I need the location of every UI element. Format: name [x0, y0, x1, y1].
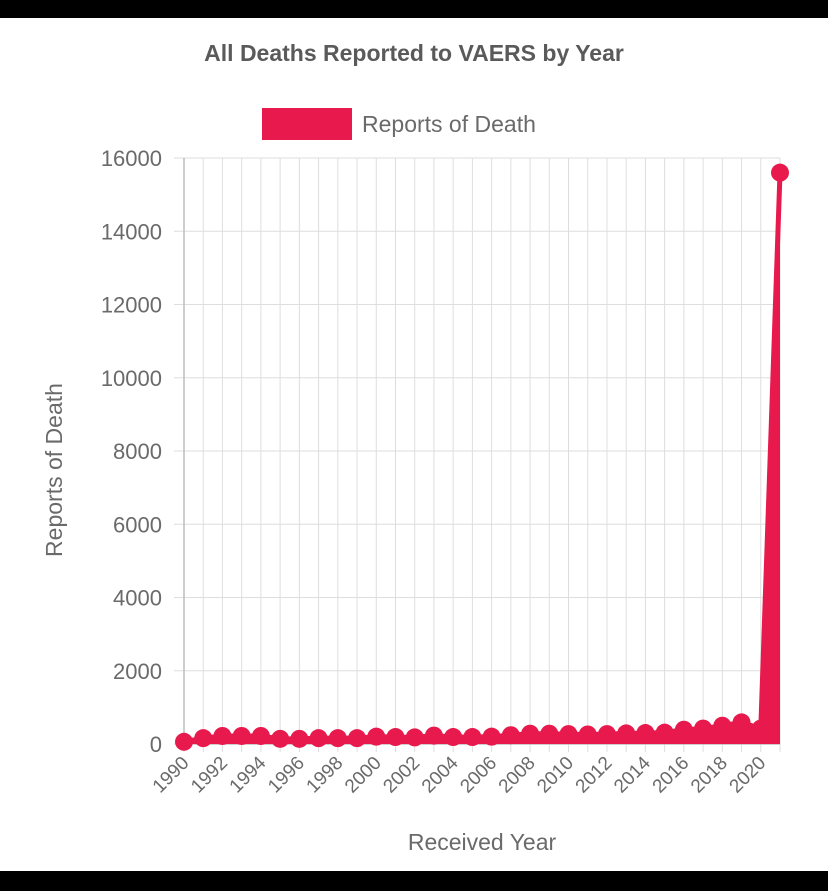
data-point[interactable]: [771, 163, 789, 182]
y-axis-ticks: 0 2000 4000 6000 8000 10000 12000 14000 16000: [101, 146, 162, 757]
x-axis-label: Received Year: [408, 829, 557, 855]
data-point[interactable]: [444, 728, 463, 747]
x-tick-label: 1992: [187, 753, 232, 798]
data-point[interactable]: [271, 729, 290, 748]
series-area: [184, 172, 780, 744]
data-point[interactable]: [328, 729, 347, 748]
data-point[interactable]: [501, 726, 520, 745]
x-tick-label: 1994: [226, 752, 271, 797]
data-point[interactable]: [751, 719, 770, 738]
data-point[interactable]: [175, 732, 193, 751]
y-tick-label: 2000: [113, 659, 162, 684]
y-tick-label: 16000: [101, 146, 162, 171]
x-tick-label: 2002: [379, 753, 424, 798]
data-point[interactable]: [674, 720, 693, 739]
x-tick-label: 1998: [303, 753, 348, 798]
data-point[interactable]: [194, 729, 213, 748]
data-point[interactable]: [617, 724, 636, 743]
x-tick-label: 2014: [610, 752, 655, 797]
x-tick-label: 1990: [149, 753, 194, 798]
data-point[interactable]: [521, 724, 540, 743]
data-point[interactable]: [424, 726, 443, 745]
y-tick-label: 0: [150, 732, 162, 757]
legend-label[interactable]: Reports of Death: [362, 111, 536, 137]
data-point[interactable]: [694, 719, 713, 738]
line-chart: 0 2000 4000 6000 8000 10000 12000 14000 16000 19…: [41, 108, 789, 855]
data-point[interactable]: [732, 713, 751, 732]
y-axis-label: Reports of Death: [41, 383, 67, 557]
series-line: [183, 172, 783, 745]
x-tick-label: 2004: [418, 752, 463, 797]
data-point[interactable]: [636, 724, 655, 743]
x-axis-ticks: 1990199219941996199820002002200420062008…: [149, 752, 771, 797]
data-point[interactable]: [655, 723, 674, 742]
data-point[interactable]: [713, 716, 732, 735]
x-tick-label: 2006: [456, 753, 501, 798]
data-point[interactable]: [559, 725, 578, 744]
chart-card: All Deaths Reported to VAERS by Year 0 20…: [0, 18, 828, 871]
y-tick-label: 14000: [101, 219, 162, 244]
x-tick-label: 2008: [495, 753, 540, 798]
data-point[interactable]: [578, 725, 597, 744]
y-tick-label: 12000: [101, 293, 162, 318]
data-point[interactable]: [309, 729, 328, 748]
grid: [174, 157, 781, 752]
data-point[interactable]: [348, 729, 367, 748]
series-reports-of-death: [175, 163, 789, 751]
data-point[interactable]: [232, 726, 251, 745]
x-tick-label: 1996: [264, 753, 309, 798]
x-tick-label: 2012: [572, 753, 617, 798]
x-tick-label: 2000: [341, 753, 386, 798]
x-tick-label: 2018: [687, 753, 732, 798]
y-tick-label: 8000: [113, 439, 162, 464]
chart-title: All Deaths Reported to VAERS by Year: [204, 40, 624, 66]
y-tick-label: 6000: [113, 512, 162, 537]
data-point[interactable]: [367, 727, 386, 746]
data-point[interactable]: [386, 728, 405, 747]
x-tick-label: 2020: [726, 753, 771, 798]
x-tick-label: 2016: [649, 753, 694, 798]
data-point[interactable]: [597, 725, 616, 744]
x-tick-label: 2010: [533, 753, 578, 798]
data-point[interactable]: [482, 727, 501, 746]
legend[interactable]: Reports of Death: [262, 108, 536, 140]
data-point[interactable]: [290, 729, 309, 748]
data-point[interactable]: [540, 724, 559, 743]
y-tick-label: 4000: [113, 586, 162, 611]
y-tick-label: 10000: [101, 366, 162, 391]
data-point[interactable]: [251, 726, 270, 745]
legend-swatch[interactable]: [262, 108, 352, 140]
data-point[interactable]: [463, 728, 482, 747]
data-point[interactable]: [405, 728, 424, 747]
data-point[interactable]: [213, 726, 232, 745]
